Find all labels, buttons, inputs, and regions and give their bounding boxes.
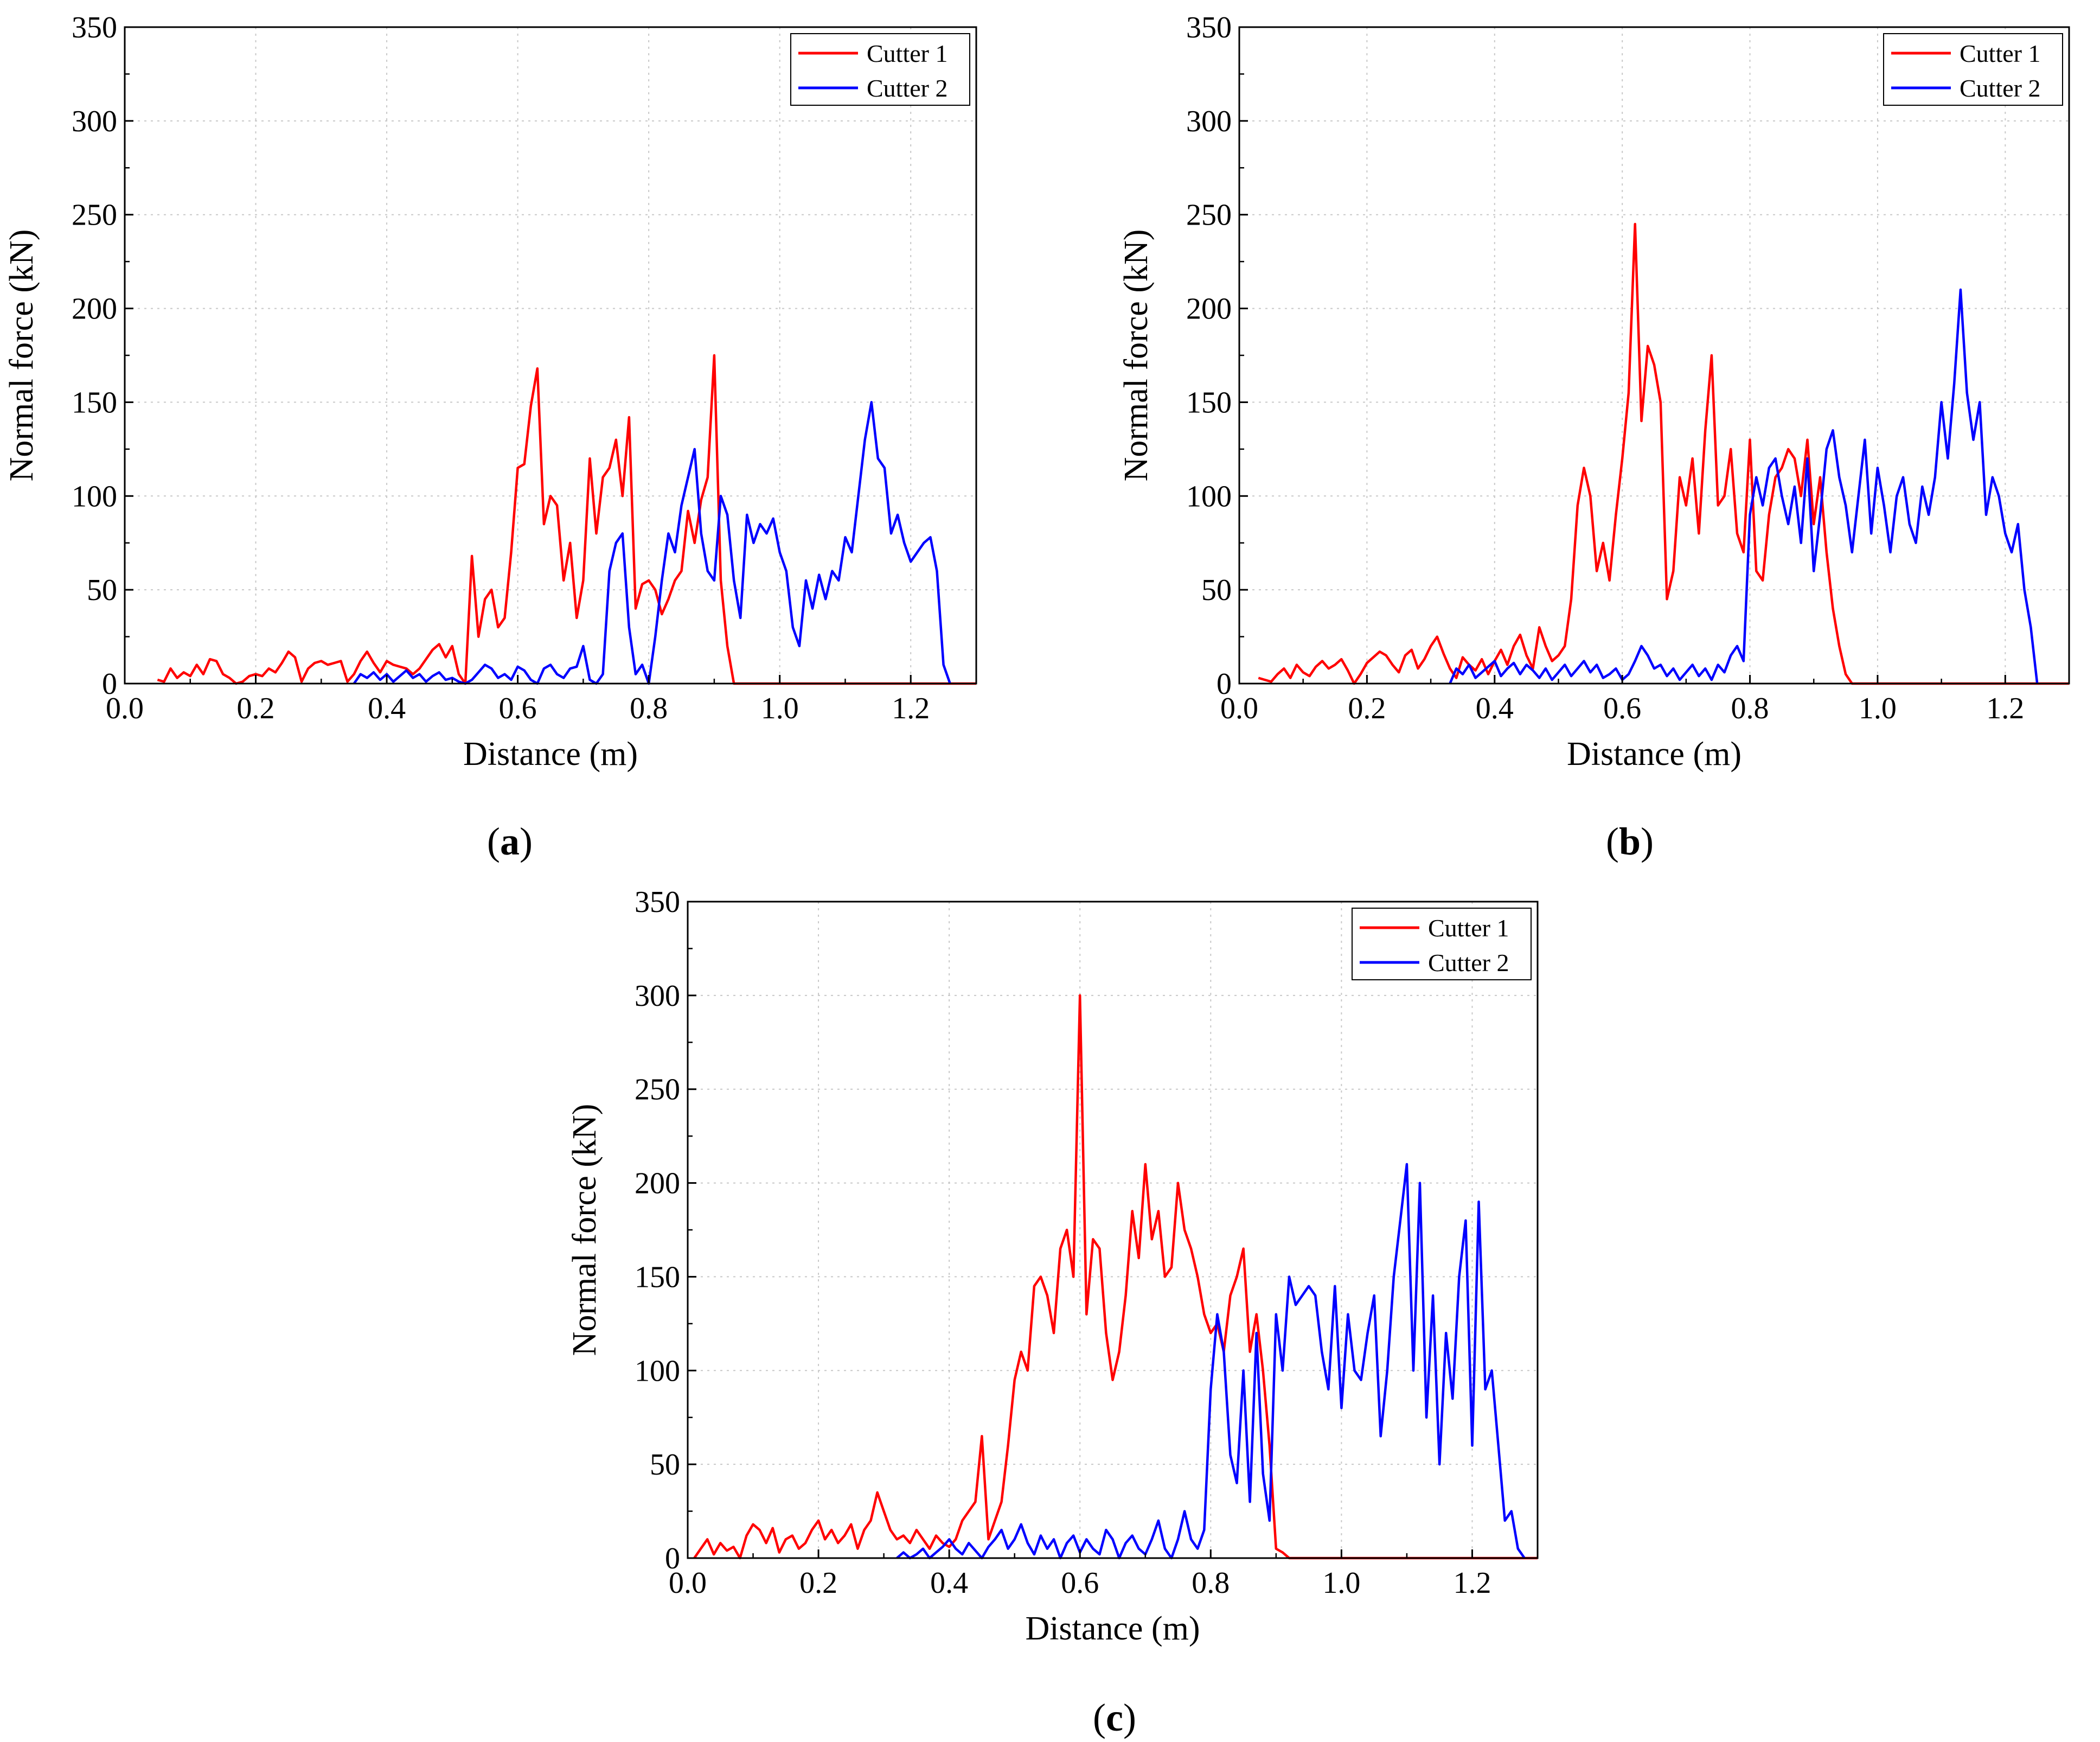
series-lines — [157, 354, 976, 685]
x-tick-label: 0.0 — [669, 1566, 707, 1600]
legend-box — [790, 33, 970, 106]
x-axis-label: Distance (m) — [463, 736, 638, 773]
y-tick-label: 250 — [72, 199, 117, 232]
legend-label-cutter-1: Cutter 1 — [1960, 40, 2040, 67]
plot-frame — [1238, 26, 2070, 685]
x-tick-label: 0.8 — [1192, 1566, 1230, 1600]
axes: 0.0 0.2 0.4 0.6 0.8 1.0 1.2 0 50 100 150 200 250 300 3… — [1186, 11, 2070, 725]
y-tick-label: 0 — [1217, 667, 1232, 701]
x-tick-label: 1.2 — [1986, 692, 2024, 725]
legend-box — [1352, 908, 1532, 980]
plot-frame — [124, 26, 977, 685]
y-tick-label: 100 — [1186, 480, 1232, 513]
y-tick-label: 0 — [102, 667, 117, 701]
y-tick-label: 300 — [635, 979, 680, 1013]
y-tick-label: 250 — [1186, 199, 1232, 232]
x-tick-label: 0.0 — [106, 692, 144, 725]
x-axis-label: Distance (m) — [1026, 1610, 1200, 1647]
legend-label-cutter-1: Cutter 1 — [1428, 914, 1509, 942]
y-tick-label: 150 — [1186, 386, 1232, 419]
y-tick-label: 50 — [1201, 573, 1232, 607]
axes: 0.0 0.2 0.4 0.6 0.8 1.0 1.2 0 50 100 150 200 250 300 3… — [72, 11, 977, 725]
x-tick-label: 1.0 — [1322, 1566, 1360, 1600]
legend: Cutter 1 Cutter 2 — [790, 33, 970, 106]
x-tick-label: 0.4 — [1476, 692, 1514, 725]
series-line-cutter-2 — [896, 1163, 1526, 1560]
x-axis-label: Distance (m) — [1567, 736, 1742, 773]
series-line-cutter-1 — [157, 354, 976, 685]
x-tick-label: 0.6 — [1061, 1566, 1099, 1600]
legend-box — [1883, 33, 2063, 106]
x-tick-label: 1.2 — [892, 692, 930, 725]
y-tick-label: 100 — [635, 1354, 680, 1388]
y-tick-label: 350 — [635, 885, 680, 919]
x-tick-label: 0.4 — [930, 1566, 968, 1600]
series-line-cutter-2 — [353, 401, 951, 685]
series-line-cutter-1 — [693, 994, 1538, 1560]
legend-label-cutter-2: Cutter 2 — [1428, 949, 1509, 977]
legend-label-cutter-2: Cutter 2 — [1960, 74, 2040, 102]
series-lines — [1258, 222, 2069, 685]
chart-panel-c: 0.0 0.2 0.4 0.6 0.8 1.0 1.2 0 50 100 150 200 250 300 3… — [566, 885, 1539, 1647]
panel-label-a: (a) — [487, 820, 533, 863]
series-line-cutter-1 — [1258, 222, 2069, 685]
x-tick-label: 0.2 — [237, 692, 275, 725]
x-tick-label: 1.0 — [1859, 692, 1897, 725]
chart-panel-a: 0.0 0.2 0.4 0.6 0.8 1.0 1.2 0 50 100 150 200 250 300 3… — [3, 11, 977, 773]
x-tick-label: 0.2 — [1348, 692, 1386, 725]
legend-label-cutter-1: Cutter 1 — [867, 40, 947, 67]
y-tick-label: 200 — [635, 1167, 680, 1201]
y-tick-label: 300 — [1186, 105, 1232, 138]
x-tick-label: 0.4 — [368, 692, 406, 725]
x-tick-label: 1.2 — [1453, 1566, 1491, 1600]
series-line-cutter-2 — [1449, 288, 2039, 684]
y-tick-label: 250 — [635, 1073, 680, 1107]
y-axis-label: Normal force (kN) — [566, 1104, 603, 1356]
panel-label-b: (b) — [1606, 820, 1654, 863]
y-tick-label: 350 — [1186, 11, 1232, 44]
y-tick-label: 0 — [665, 1542, 680, 1575]
x-tick-label: 0.0 — [1220, 692, 1258, 725]
y-axis-label: Normal force (kN) — [3, 229, 40, 482]
gridlines — [125, 27, 976, 684]
y-tick-label: 200 — [72, 292, 117, 326]
x-tick-label: 0.8 — [630, 692, 668, 725]
legend: Cutter 1 Cutter 2 — [1883, 33, 2063, 106]
y-tick-label: 300 — [72, 105, 117, 138]
y-axis-label: Normal force (kN) — [1118, 229, 1155, 482]
y-tick-label: 350 — [72, 11, 117, 44]
y-tick-label: 100 — [72, 480, 117, 513]
y-tick-label: 50 — [650, 1448, 680, 1482]
y-tick-label: 150 — [72, 386, 117, 419]
y-tick-label: 150 — [635, 1260, 680, 1294]
x-tick-label: 1.0 — [761, 692, 799, 725]
axes: 0.0 0.2 0.4 0.6 0.8 1.0 1.2 0 50 100 150 200 250 300 3… — [635, 885, 1539, 1600]
legend-label-cutter-2: Cutter 2 — [867, 74, 947, 102]
x-tick-label: 0.6 — [1603, 692, 1641, 725]
y-tick-label: 200 — [1186, 292, 1232, 326]
y-tick-label: 50 — [87, 573, 117, 607]
x-tick-label: 0.2 — [799, 1566, 837, 1600]
legend: Cutter 1 Cutter 2 — [1352, 908, 1532, 980]
gridlines — [688, 902, 1538, 1558]
x-tick-label: 0.6 — [499, 692, 537, 725]
series-lines — [693, 994, 1538, 1560]
panel-label-c: (c) — [1093, 1696, 1136, 1739]
chart-panel-b: 0.0 0.2 0.4 0.6 0.8 1.0 1.2 0 50 100 150 200 250 300 3… — [1118, 11, 2070, 773]
plot-frame — [687, 901, 1539, 1559]
x-tick-label: 0.8 — [1731, 692, 1769, 725]
